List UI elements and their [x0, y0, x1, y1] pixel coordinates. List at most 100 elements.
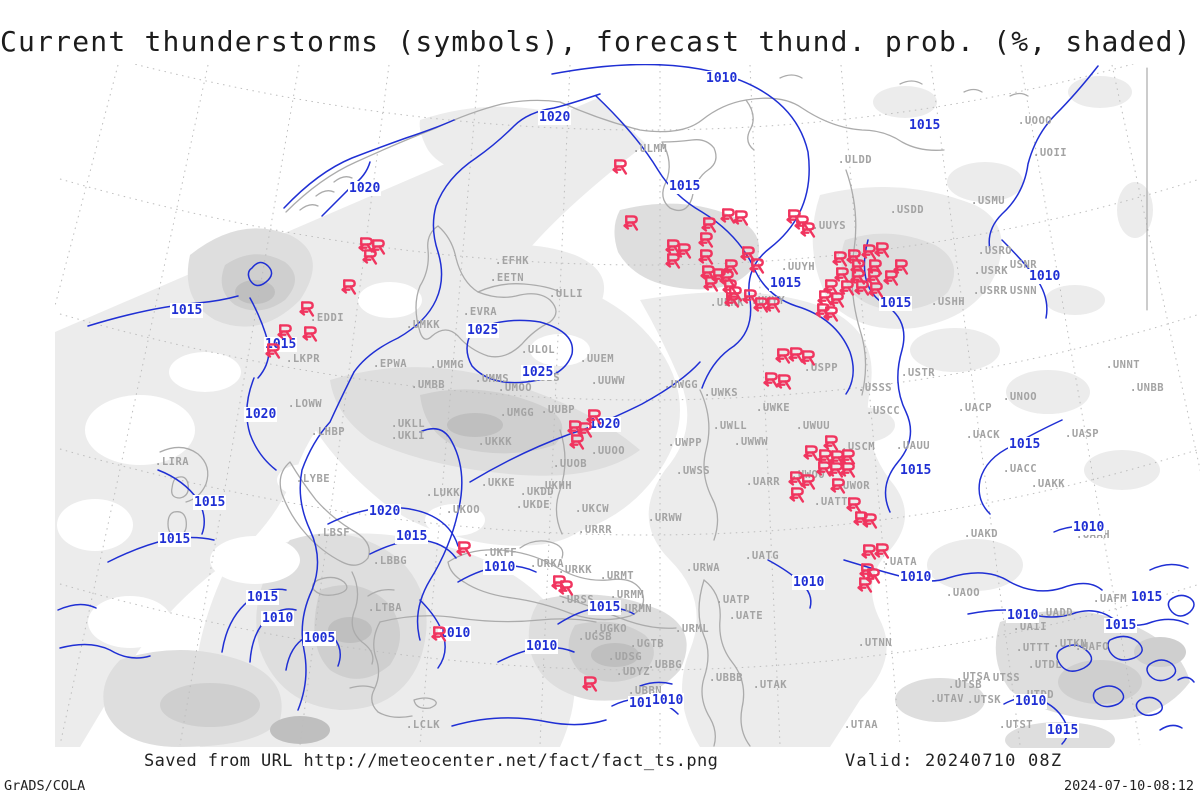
station-label: .UMGG	[500, 407, 535, 419]
thunderstorm-icon	[788, 486, 805, 503]
station-label: .UARR	[746, 476, 781, 488]
station-label: .ULLI	[549, 288, 584, 300]
isobar-label: 1010	[261, 611, 295, 626]
thunderstorm-icon	[774, 347, 791, 364]
isobar-label: 1015	[1130, 590, 1164, 605]
station-label: .UDSG	[608, 651, 643, 663]
station-label: .UKOO	[446, 504, 481, 516]
thunderstorm-icon	[856, 576, 873, 593]
station-label: .UTTT	[1016, 642, 1051, 654]
station-label: .UACP	[958, 402, 993, 414]
station-label: .UOOO	[1018, 115, 1053, 127]
station-label: .UMKK	[406, 319, 441, 331]
station-label: .UTSB	[948, 679, 983, 691]
station-label: .UGKO	[593, 623, 628, 635]
isobar-label: 1025	[466, 323, 500, 338]
thunderstorm-icon	[741, 288, 758, 305]
station-label: .USPP	[804, 362, 839, 374]
station-label: .UKDE	[516, 499, 551, 511]
thunderstorm-icon	[298, 300, 315, 317]
isobar-label: 1010	[792, 575, 826, 590]
station-label: .UTAV	[930, 693, 965, 705]
thunderstorm-icon	[697, 231, 714, 248]
thunderstorm-icon	[839, 448, 856, 465]
station-label: .UMOO	[498, 382, 533, 394]
station-label: .LUKK	[426, 487, 461, 499]
station-label: .UKHH	[538, 480, 573, 492]
station-label: .URMN	[618, 603, 653, 615]
station-label: .UBBB	[709, 672, 744, 684]
station-label: .UGSB	[578, 631, 613, 643]
thunderstorm-icon	[775, 373, 792, 390]
station-label: .UDYZ	[616, 666, 651, 678]
isobar-label: 1015	[158, 532, 192, 547]
station-label: .UWPP	[668, 437, 703, 449]
isobar-label: 1010	[525, 639, 559, 654]
station-label: .UWKS	[704, 387, 739, 399]
station-label: .URKA	[530, 558, 565, 570]
station-label: .UWGG	[664, 379, 699, 391]
station-label: .USNN	[1003, 285, 1038, 297]
station-label: .URWW	[648, 512, 683, 524]
station-label: .USHH	[931, 296, 966, 308]
isobar-label: 1010	[899, 570, 933, 585]
station-label: .URKK	[558, 564, 593, 576]
thunderstorm-icon	[822, 434, 839, 451]
station-label: .UAOO	[946, 587, 981, 599]
station-label: .URMT	[600, 570, 635, 582]
isobar-label: 1015	[908, 118, 942, 133]
station-label: .EFHK	[495, 255, 530, 267]
isobar-label: 1020	[368, 504, 402, 519]
station-label: .LYBE	[296, 473, 331, 485]
thunderstorm-icon	[799, 473, 816, 490]
station-label: .USSS	[858, 382, 893, 394]
station-label: .UAKK	[1031, 478, 1066, 490]
thunderstorm-icon	[361, 248, 378, 265]
isobar-label: 1020	[588, 417, 622, 432]
isobar-label: 1015	[769, 276, 803, 291]
station-label: .UTAK	[753, 679, 788, 691]
caption-saved-url: Saved from URL http://meteocenter.net/fa…	[144, 751, 719, 771]
thunderstorm-icon	[822, 305, 839, 322]
isobar-label: 1020	[244, 407, 278, 422]
grads-credit: GrADS/COLA	[4, 778, 86, 794]
station-label: .UKLL	[391, 418, 426, 430]
thunderstorm-icon	[622, 214, 639, 231]
thunderstorm-icon	[816, 289, 833, 306]
thunderstorm-icon	[557, 579, 574, 596]
isobar-label: 1005	[303, 631, 337, 646]
station-label: .UWLL	[713, 420, 748, 432]
station-label: .LCLK	[406, 719, 441, 731]
station-label: .UNOO	[1003, 391, 1038, 403]
station-label: .UBBN	[628, 685, 663, 697]
thunderstorm-icon	[882, 269, 899, 286]
isobar-label: 1010	[705, 71, 739, 86]
thunderstorm-icon	[276, 323, 293, 340]
isobar-label: 1020	[348, 181, 382, 196]
station-label: .UTAA	[844, 719, 879, 731]
station-label: .UTSA	[956, 671, 991, 683]
station-label: .UKCW	[575, 503, 610, 515]
station-label: .USRR	[973, 285, 1008, 297]
thunderstorm-icon	[873, 542, 890, 559]
station-label: .UUEM	[580, 353, 615, 365]
thunderstorm-icon	[873, 241, 890, 258]
station-label: .UBBG	[648, 659, 683, 671]
thunderstorm-icon	[739, 245, 756, 262]
thunderstorm-icon	[828, 291, 845, 308]
thunderstorm-icon	[839, 461, 856, 478]
station-label: .UUOB	[553, 458, 588, 470]
station-label: .UWSS	[676, 465, 711, 477]
station-label: .UKDD	[520, 486, 555, 498]
station-label: .UTSK	[967, 694, 1002, 706]
isobar-label: 1015	[1104, 618, 1138, 633]
thunderstorm-icon	[860, 543, 877, 560]
thunderstorm-icon	[867, 281, 884, 298]
station-label: .UMMG	[430, 359, 465, 371]
thunderstorm-icon	[723, 291, 740, 308]
thunderstorm-icon	[829, 477, 846, 494]
isobar-label: 1015	[264, 337, 298, 352]
station-label: .URSS	[560, 594, 595, 606]
station-label: .UGTB	[630, 638, 665, 650]
thunderstorm-icon	[748, 257, 765, 274]
